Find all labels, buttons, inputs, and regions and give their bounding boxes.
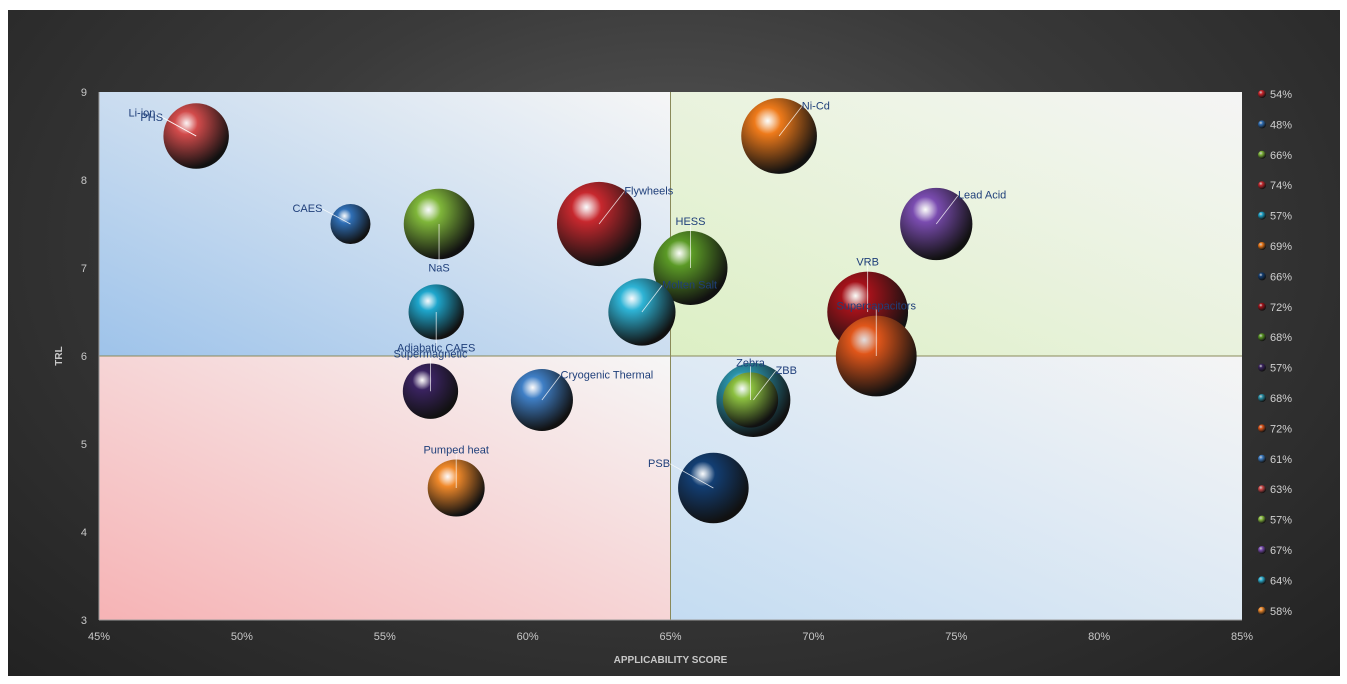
legend-label: 66%	[1270, 271, 1292, 283]
legend-marker	[1258, 546, 1266, 554]
bubble-label: Adiabatic CAES	[397, 343, 475, 355]
legend-label: 57%	[1270, 515, 1292, 527]
legend-marker	[1258, 576, 1266, 585]
leader-line	[155, 113, 197, 137]
bubble-label: Zebra	[736, 357, 766, 369]
legend-marker	[1258, 120, 1266, 129]
legend-marker	[1258, 333, 1266, 342]
legend-marker	[1258, 363, 1266, 372]
x-tick-label: 50%	[231, 631, 253, 643]
x-tick-label: 80%	[1088, 631, 1110, 643]
legend-label: 63%	[1270, 484, 1292, 496]
y-tick-label: 6	[81, 351, 87, 363]
bubble-label: Ni-Cd	[802, 101, 830, 113]
leader-line	[669, 463, 714, 489]
legend-label: 72%	[1270, 423, 1292, 435]
bubble-label: PHS	[140, 112, 163, 124]
legend-marker	[1258, 515, 1266, 524]
legend-marker	[1258, 302, 1266, 311]
legend-marker	[1258, 454, 1266, 463]
legend-label: 74%	[1270, 180, 1292, 192]
bubble-label: NaS	[428, 262, 449, 274]
leader-line	[778, 106, 803, 137]
bubble-label: PSB	[648, 458, 670, 470]
legend-label: 57%	[1270, 363, 1292, 375]
legend-marker	[1258, 394, 1266, 402]
legend-label: 54%	[1270, 89, 1292, 101]
legend-marker	[1258, 485, 1266, 494]
legend-label: 66%	[1270, 150, 1292, 162]
leader-line	[753, 370, 776, 401]
legend-label: 61%	[1270, 454, 1292, 466]
legend-marker	[1258, 181, 1266, 190]
x-tick-label: 60%	[517, 631, 539, 643]
y-tick-label: 4	[81, 527, 87, 539]
bubble-label: Pumped heat	[423, 445, 488, 457]
leader-line	[641, 285, 663, 313]
bubble-label: Molten Salt	[662, 279, 717, 291]
quadrant-bottom-left	[99, 356, 671, 620]
bubble-label: Cryogenic Thermal	[561, 369, 654, 381]
y-tick-label: 5	[81, 439, 87, 451]
bubble-lead-acid	[900, 187, 973, 261]
legend-label: 48%	[1270, 119, 1292, 131]
bubble-label: ZBB	[776, 365, 797, 377]
leader-line	[598, 191, 625, 225]
legend-marker	[1258, 211, 1266, 220]
bubble-label: Lead Acid	[958, 190, 1006, 202]
bubble-label: HESS	[676, 216, 706, 228]
leader-line	[935, 195, 959, 225]
x-tick-label: 85%	[1231, 631, 1253, 643]
legend-label: 69%	[1270, 241, 1292, 253]
x-tick-label: 75%	[945, 631, 967, 643]
legend-marker	[1258, 424, 1266, 433]
bubble-label: Supercapacitors	[836, 301, 916, 313]
legend-label: 58%	[1270, 606, 1292, 618]
legend-marker	[1258, 150, 1266, 159]
bubble-label: CAES	[292, 203, 322, 215]
bubble-label: VRB	[856, 257, 879, 269]
legend-label: 72%	[1270, 302, 1292, 314]
y-tick-label: 8	[81, 175, 87, 187]
legend-label: 68%	[1270, 332, 1292, 344]
legend-marker	[1258, 272, 1266, 281]
y-tick-label: 3	[81, 615, 87, 627]
legend-label: 68%	[1270, 393, 1292, 405]
x-tick-label: 55%	[374, 631, 396, 643]
y-axis-title: TRL	[54, 346, 65, 365]
legend-marker	[1258, 90, 1266, 98]
legend-marker	[1258, 242, 1266, 250]
legend-label: 67%	[1270, 545, 1292, 557]
y-tick-label: 9	[81, 87, 87, 99]
y-tick-label: 7	[81, 263, 87, 275]
x-axis-title: APPLICABILITY SCORE	[614, 655, 728, 666]
legend-marker	[1258, 606, 1266, 615]
leader-line	[322, 208, 351, 225]
bubble-label: Li-ion	[128, 107, 155, 119]
bubble-label: Supermagnetic	[393, 349, 467, 361]
bubble-label: Flywheels	[624, 186, 673, 198]
leader-line	[541, 375, 561, 401]
legend-label: 64%	[1270, 575, 1292, 587]
x-tick-label: 65%	[659, 631, 681, 643]
legend-label: 57%	[1270, 211, 1292, 223]
x-tick-label: 70%	[802, 631, 824, 643]
x-tick-label: 45%	[88, 631, 110, 643]
